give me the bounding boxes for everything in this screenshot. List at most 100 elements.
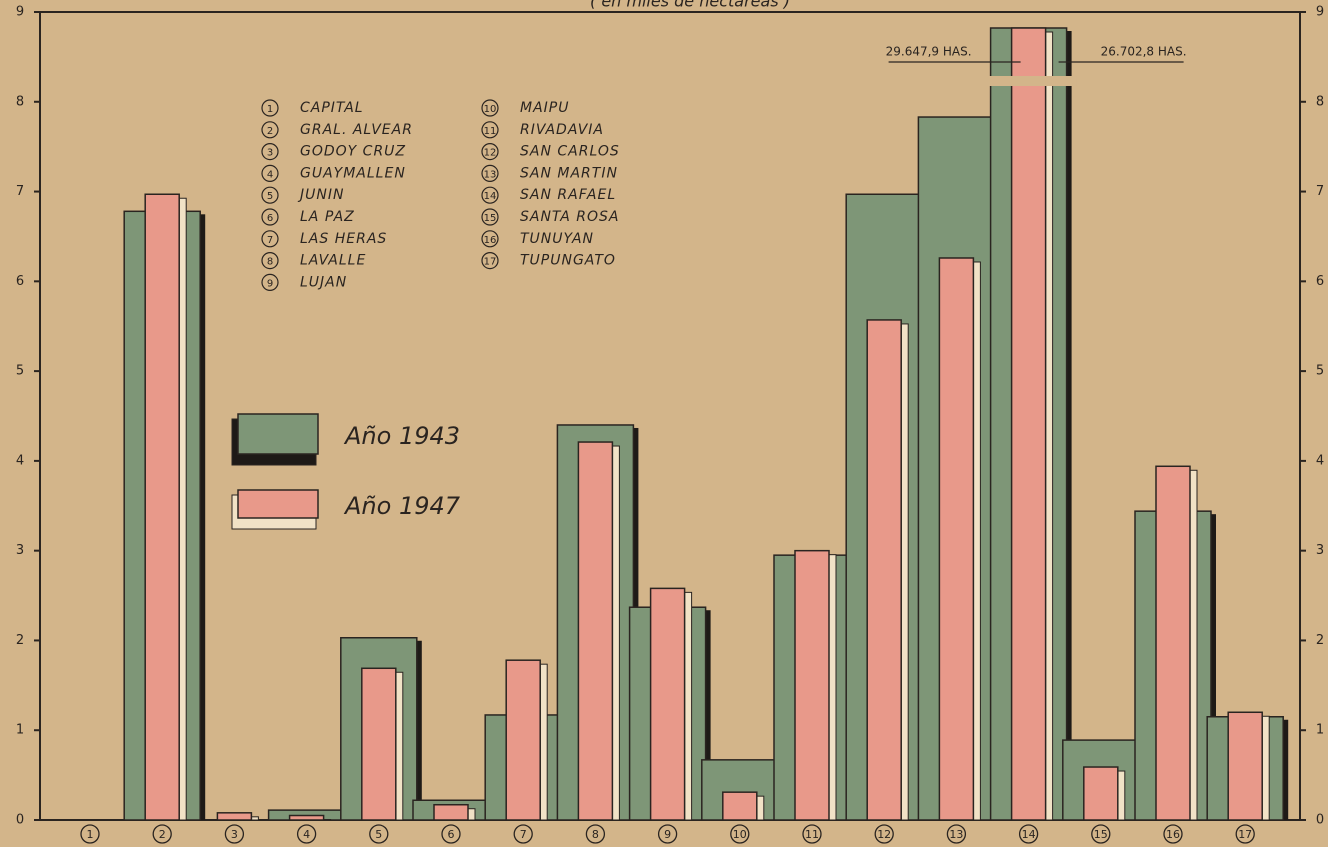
bar: [722, 791, 758, 821]
dept-number: 16: [484, 235, 497, 246]
x-tick-label: 2: [159, 828, 166, 841]
category-circle: [224, 824, 245, 844]
bar: [433, 803, 469, 821]
category-circle: [152, 824, 172, 844]
dept-number: 1: [267, 104, 273, 115]
bar: [144, 193, 180, 821]
dept-number: 14: [484, 191, 497, 202]
dept-name: MAIPU: [520, 100, 569, 116]
bar-shadow: [414, 640, 422, 820]
dept-circle: [261, 208, 279, 226]
dept-name: LAVALLE: [300, 253, 366, 269]
x-tick-label: 10: [733, 828, 747, 841]
value-label: 29.647,9 HAS.: [886, 45, 972, 59]
dept-circle: [481, 208, 499, 226]
dept-name: GRAL. ALVEAR: [300, 122, 413, 138]
bar-shadow: [198, 214, 206, 821]
y-tick-label: 3: [16, 543, 24, 558]
category-circle: [1235, 824, 1255, 844]
category-circle: [513, 824, 533, 844]
bar-side: [1189, 469, 1198, 821]
dept-circle: [261, 230, 279, 248]
dept-name: SANTA ROSA: [520, 209, 619, 225]
dept-number: 17: [484, 257, 497, 268]
x-tick-label: 5: [375, 828, 382, 841]
x-tick-label: 12: [877, 828, 891, 841]
dept-circle: [261, 252, 279, 270]
dept-number: 9: [267, 278, 273, 289]
dept-number: 4: [267, 169, 273, 180]
dept-number: 15: [484, 213, 497, 224]
bar-shadow: [1281, 719, 1289, 820]
dept-name: SAN RAFAEL: [520, 187, 616, 203]
dept-circle: [261, 121, 279, 139]
y-tick-label-right: 6: [1316, 274, 1324, 289]
bar-side: [178, 197, 187, 821]
dept-name: GUAYMALLEN: [300, 165, 406, 181]
category-circle: [80, 824, 100, 844]
value-label: 26.702,8 HAS.: [1101, 45, 1187, 59]
dept-circle: [481, 164, 499, 182]
bar-shadow: [703, 610, 711, 820]
dept-name: GODOY CRUZ: [300, 144, 406, 160]
legend-label: Año 1947: [343, 492, 461, 520]
dept-name: LAS HERAS: [300, 231, 387, 247]
y-tick-label-right: 5: [1316, 364, 1324, 379]
bar: [794, 549, 830, 821]
x-tick-label: 11: [805, 828, 819, 841]
dept-number: 3: [267, 148, 273, 159]
dept-name: TUPUNGATO: [520, 253, 616, 269]
dept-number: 13: [484, 169, 497, 180]
legend-label: Año 1943: [343, 422, 460, 450]
y-tick-label-right: 2: [1316, 633, 1324, 648]
category-circle: [874, 824, 894, 844]
dept-circle: [261, 273, 279, 291]
x-tick-label: 8: [592, 828, 599, 841]
dept-number: 12: [484, 148, 497, 159]
y-tick-label-right: 1: [1316, 723, 1324, 738]
dept-number: 11: [484, 126, 497, 137]
dept-circle: [481, 252, 499, 270]
dept-number: 5: [267, 191, 273, 202]
bar-side: [972, 261, 981, 821]
x-tick-label: 7: [520, 828, 527, 841]
y-tick-label: 4: [16, 453, 24, 468]
category-circle: [296, 824, 317, 844]
y-tick-label: 7: [16, 184, 24, 199]
dept-number: 6: [267, 213, 273, 224]
x-tick-label: 4: [303, 828, 310, 841]
x-tick-label: 15: [1094, 828, 1108, 841]
bar: [938, 257, 975, 821]
dept-circle: [481, 121, 499, 139]
y-tick-label-right: 7: [1316, 184, 1324, 199]
y-tick-label: 1: [16, 723, 24, 738]
bar-shadow: [1209, 514, 1216, 820]
bar: [1155, 465, 1191, 821]
category-circle: [369, 824, 389, 844]
legend-swatch: [237, 413, 319, 455]
bar-side: [611, 445, 620, 821]
subtitle: ( en miles de hectareas ): [590, 0, 790, 11]
bar-side: [467, 808, 476, 821]
y-tick-label: 0: [16, 813, 24, 828]
x-tick-label: 6: [448, 828, 455, 841]
dept-name: SAN MARTIN: [520, 165, 618, 181]
bar: [288, 814, 325, 821]
bar: [649, 587, 686, 821]
bar: [577, 441, 614, 821]
x-tick-label: 17: [1238, 828, 1252, 841]
category-circle: [730, 824, 750, 844]
dept-number: 7: [267, 235, 273, 246]
bar-side: [250, 816, 259, 821]
bar-shadow: [1064, 31, 1072, 820]
category-circle: [1091, 824, 1111, 844]
axis-break: [986, 76, 1077, 86]
y-tick-label: 2: [16, 633, 24, 648]
y-tick-label-right: 8: [1316, 94, 1324, 109]
bar: [1227, 711, 1263, 821]
x-tick-label: 14: [1022, 828, 1036, 841]
y-tick-label: 8: [16, 94, 24, 109]
y-tick-label: 5: [16, 364, 24, 379]
x-tick-label: 1: [87, 828, 94, 841]
